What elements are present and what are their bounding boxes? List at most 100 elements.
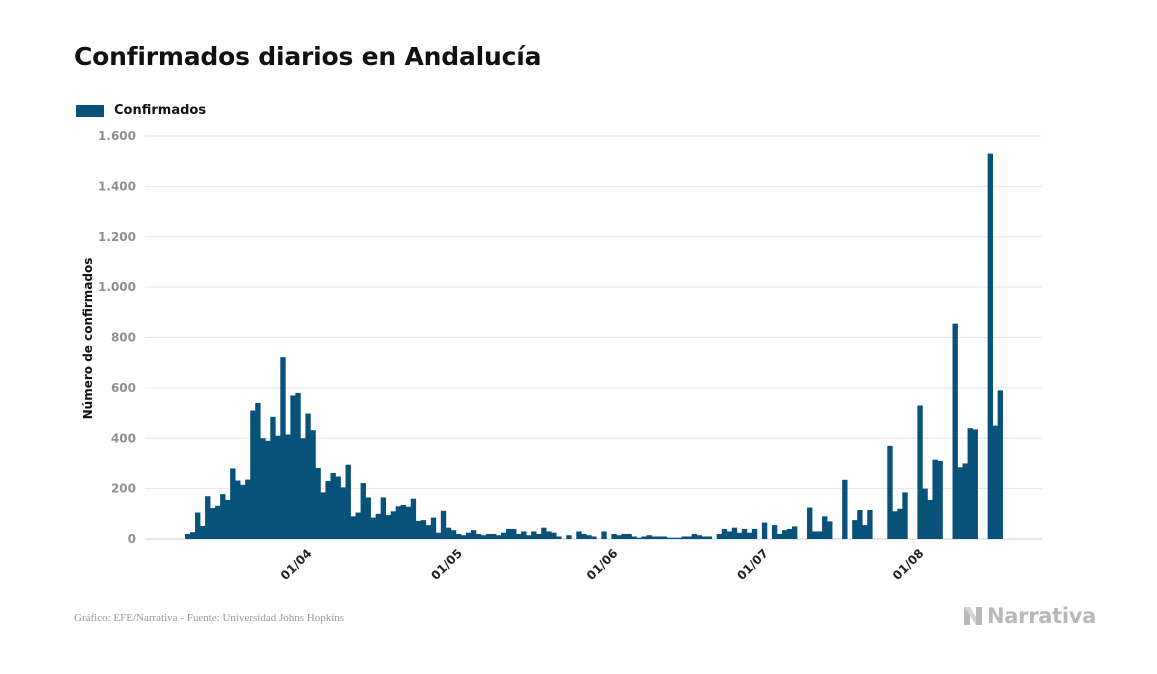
bar [987, 153, 993, 539]
bar [776, 533, 783, 539]
bar [511, 528, 517, 539]
bar [867, 510, 873, 539]
bar [997, 390, 1004, 539]
bar [952, 323, 958, 539]
bar [922, 488, 928, 539]
bar [761, 522, 768, 539]
bar [621, 533, 627, 539]
bar [350, 516, 356, 539]
bar [250, 410, 256, 539]
bar [887, 445, 893, 539]
bar [325, 481, 331, 539]
bar [415, 520, 422, 539]
legend-swatch [76, 104, 104, 117]
brand-logo: Narrativa [962, 604, 1096, 628]
bar [706, 536, 713, 539]
bar [330, 473, 336, 539]
bar [501, 532, 507, 539]
bar [671, 537, 677, 539]
bar [315, 467, 321, 539]
bar [200, 525, 206, 539]
bar [691, 533, 698, 539]
bar [696, 535, 703, 539]
bar [616, 535, 622, 539]
bar [601, 531, 607, 539]
bar [666, 537, 672, 539]
x-tick-label: 01/05 [428, 546, 465, 583]
y-tick-label: 1.000 [98, 280, 136, 294]
bar [932, 459, 938, 539]
bar [375, 513, 381, 539]
bar [721, 528, 728, 539]
bar [430, 517, 437, 539]
x-tick-label: 01/04 [278, 546, 315, 583]
bar [340, 487, 346, 539]
bar [435, 532, 442, 539]
bar [300, 438, 306, 539]
y-tick-label: 0 [128, 532, 136, 546]
bar [225, 499, 231, 539]
bar [335, 476, 341, 539]
bar [470, 530, 477, 539]
narrativa-logo-icon [964, 607, 982, 625]
bar [475, 533, 482, 539]
bar [536, 533, 542, 539]
x-tick-label: 01/06 [584, 546, 621, 583]
bar [736, 532, 743, 539]
bar [360, 483, 366, 539]
bar [395, 506, 402, 539]
bar [646, 535, 652, 539]
bar [626, 533, 632, 539]
bar [546, 531, 552, 539]
bar [967, 428, 973, 539]
bar [370, 517, 376, 539]
y-tick-label: 1.600 [98, 129, 136, 143]
bar [195, 512, 201, 539]
bar [245, 479, 251, 539]
bar [305, 413, 311, 539]
y-tick-label: 600 [111, 381, 136, 395]
bar [791, 526, 798, 539]
bar [215, 505, 221, 539]
y-tick-label: 800 [111, 331, 136, 345]
bar [962, 463, 968, 539]
bar [676, 537, 682, 539]
bar [445, 527, 452, 539]
legend-label: Confirmados [114, 103, 207, 118]
bar [405, 506, 412, 539]
bar [220, 494, 226, 539]
bar [786, 528, 793, 539]
bar [516, 533, 522, 539]
bar [280, 357, 286, 539]
bar [771, 525, 778, 539]
bar [265, 440, 271, 539]
logo-text: Narrativa [987, 604, 1097, 628]
bar [190, 532, 196, 539]
bar [235, 480, 241, 539]
bar [380, 497, 387, 539]
x-tick-label: 01/07 [734, 546, 771, 583]
y-tick-label: 200 [111, 482, 136, 496]
bar [255, 402, 261, 539]
bar [741, 528, 748, 539]
bar [400, 504, 407, 539]
bar [862, 525, 868, 539]
bar [992, 425, 999, 539]
bar [455, 533, 462, 539]
bar [701, 536, 708, 539]
bar [526, 535, 532, 539]
bar [285, 434, 291, 539]
bar [686, 536, 693, 539]
bar [972, 429, 978, 539]
bar [817, 531, 823, 539]
bar [636, 537, 642, 539]
bar [450, 530, 457, 539]
bar [210, 508, 216, 539]
bar [270, 416, 276, 539]
bar [631, 536, 637, 539]
bar [651, 536, 657, 539]
bar [556, 536, 562, 539]
bar [295, 392, 301, 539]
bar [566, 535, 572, 539]
